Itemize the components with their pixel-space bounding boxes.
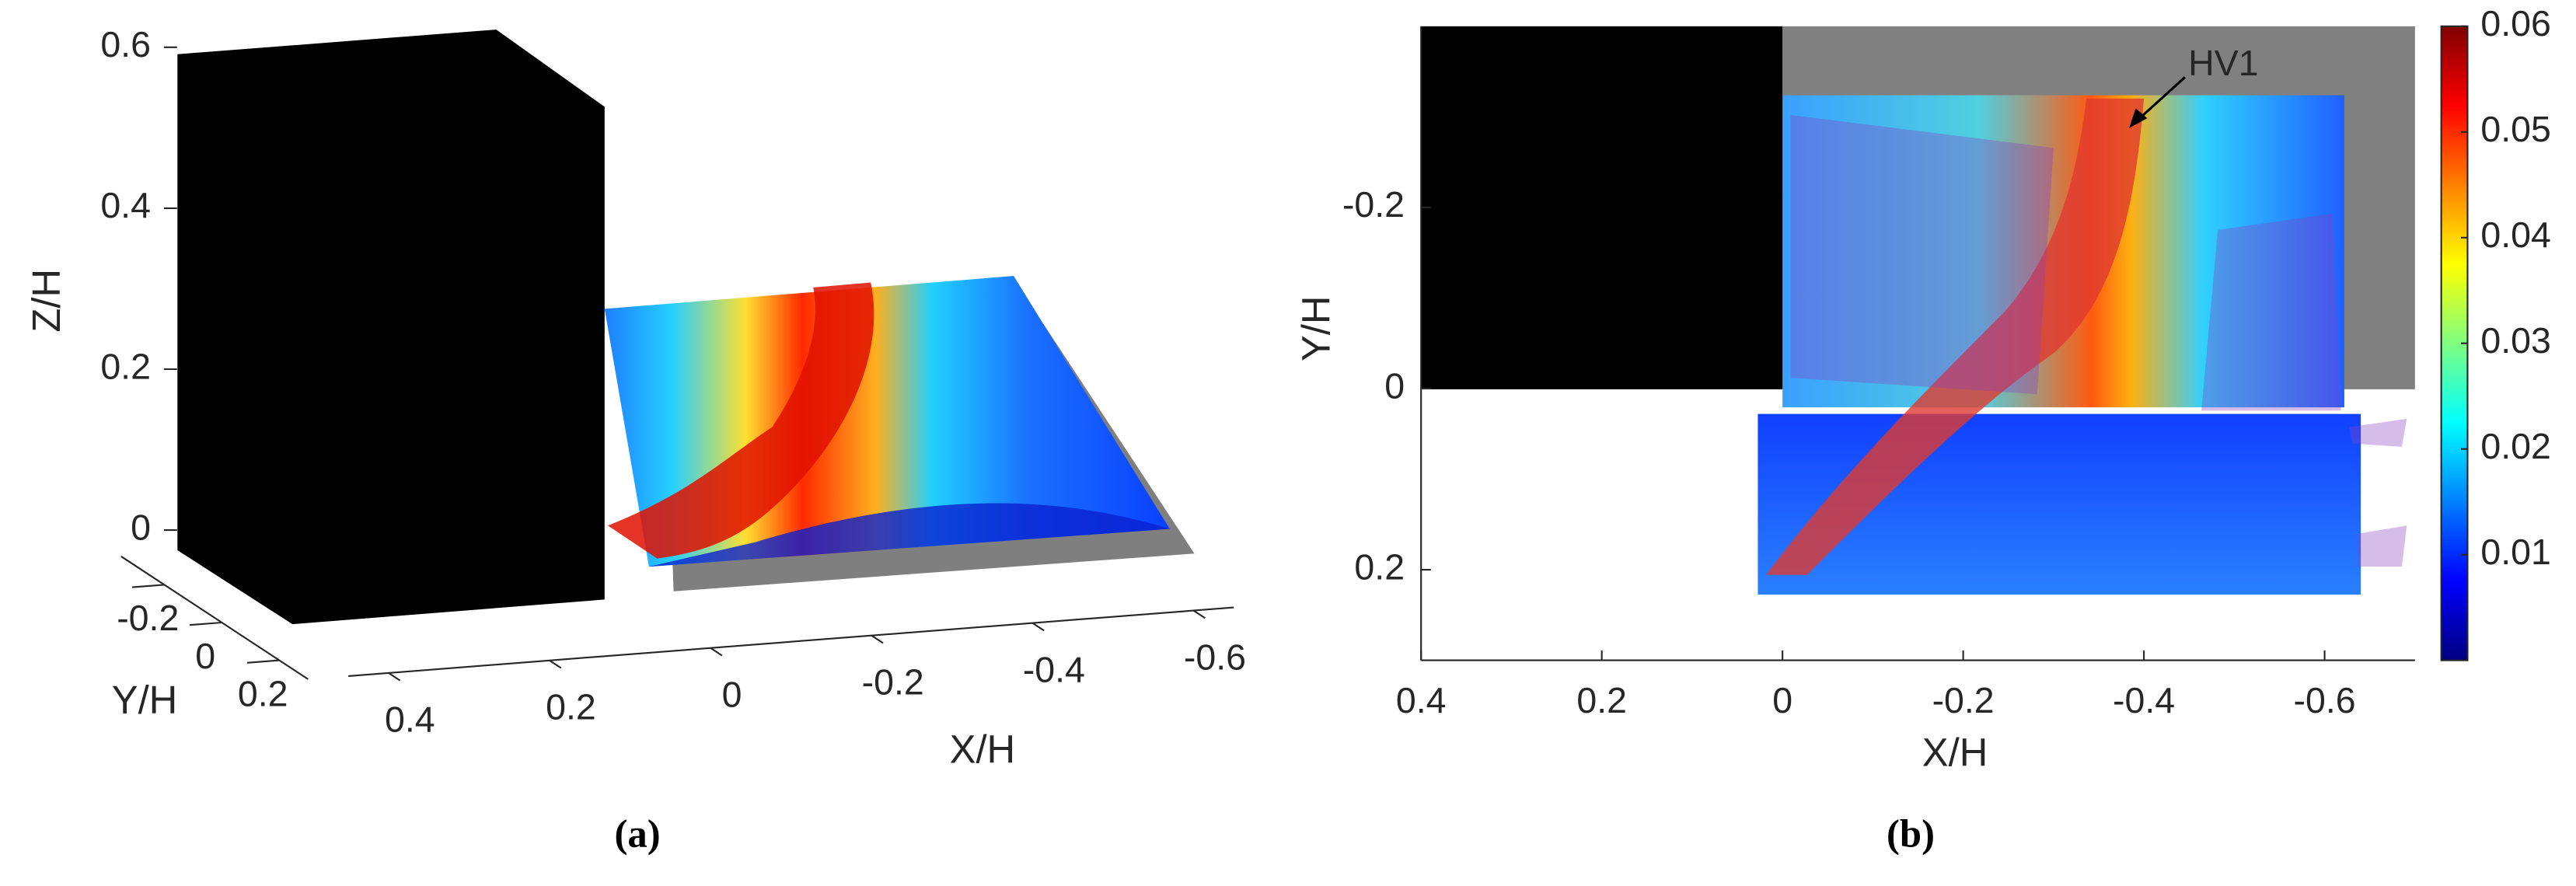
y-tick: [246, 659, 280, 664]
colorbar-tick-label: 0.06: [2480, 3, 2550, 44]
x-axis-label: X/H: [1922, 731, 1988, 775]
x-tick-label: 0: [722, 674, 742, 714]
x-tick-label: -0.4: [2113, 680, 2175, 720]
colorbar-tick-label: 0.02: [2480, 426, 2550, 466]
caption: (b): [1887, 812, 1935, 856]
x-tick: [549, 659, 562, 669]
x-tick: [871, 634, 884, 644]
x-axis: [348, 606, 1234, 677]
colorbar-tick-label: 0.04: [2480, 215, 2550, 255]
x-tick: [710, 647, 723, 657]
x-tick-label: 0.4: [385, 699, 435, 740]
z-tick-label: 0.4: [100, 185, 151, 225]
building: [1421, 26, 1783, 389]
panel-a: [177, 30, 1195, 625]
x-tick-label: -0.2: [862, 661, 924, 702]
z-axis-label: Z/H: [24, 269, 68, 333]
y-tick-label: 0.2: [1354, 546, 1405, 587]
y-tick: [189, 621, 222, 626]
x-tick: [388, 672, 401, 682]
surface-low: [648, 503, 1170, 567]
x-tick-label: -0.6: [2294, 680, 2356, 720]
x-tick-label: -0.2: [1932, 680, 1995, 720]
panel-b: [1420, 25, 2469, 661]
x-tick-label: 0.2: [546, 687, 596, 727]
x-tick-label: -0.4: [1023, 649, 1085, 689]
colorbar-tick-label: 0.03: [2480, 320, 2550, 361]
iso-surface: [1790, 114, 2407, 567]
z-tick-label: 0.2: [100, 346, 151, 386]
annotation: HV1: [2188, 43, 2258, 83]
y-axis-label: Y/H: [112, 678, 178, 722]
vortex-band: [1766, 98, 2145, 575]
y-tick: [131, 584, 165, 588]
caption: (a): [614, 812, 660, 856]
z-tick-label: 0.6: [100, 24, 151, 65]
annotation-arrowhead: [2129, 108, 2148, 128]
y-tick-label: 0: [1384, 365, 1405, 406]
y-tick-label: 0: [195, 636, 215, 676]
surface-hot-band: [608, 282, 874, 559]
y-tick-label: -0.2: [117, 598, 179, 638]
x-tick-label: -0.6: [1184, 637, 1246, 677]
x-tick-label: 0.4: [1396, 680, 1447, 720]
colorbar-tick-label: 0.05: [2480, 109, 2550, 149]
y-tick-label: 0.2: [238, 673, 288, 713]
x-tick: [1031, 622, 1045, 632]
x-tick-label: 0: [1772, 680, 1792, 720]
y-axis-label: Y/H: [1294, 295, 1339, 361]
x-tick: [1192, 609, 1206, 619]
colorbar-tick-label: 0.01: [2480, 532, 2550, 572]
x-tick-label: 0.2: [1576, 680, 1627, 720]
building: [177, 30, 605, 625]
y-tick-label: -0.2: [1342, 184, 1405, 225]
y-axis: [120, 556, 309, 680]
x-axis-label: X/H: [950, 727, 1016, 771]
z-tick-label: 0: [131, 507, 151, 547]
